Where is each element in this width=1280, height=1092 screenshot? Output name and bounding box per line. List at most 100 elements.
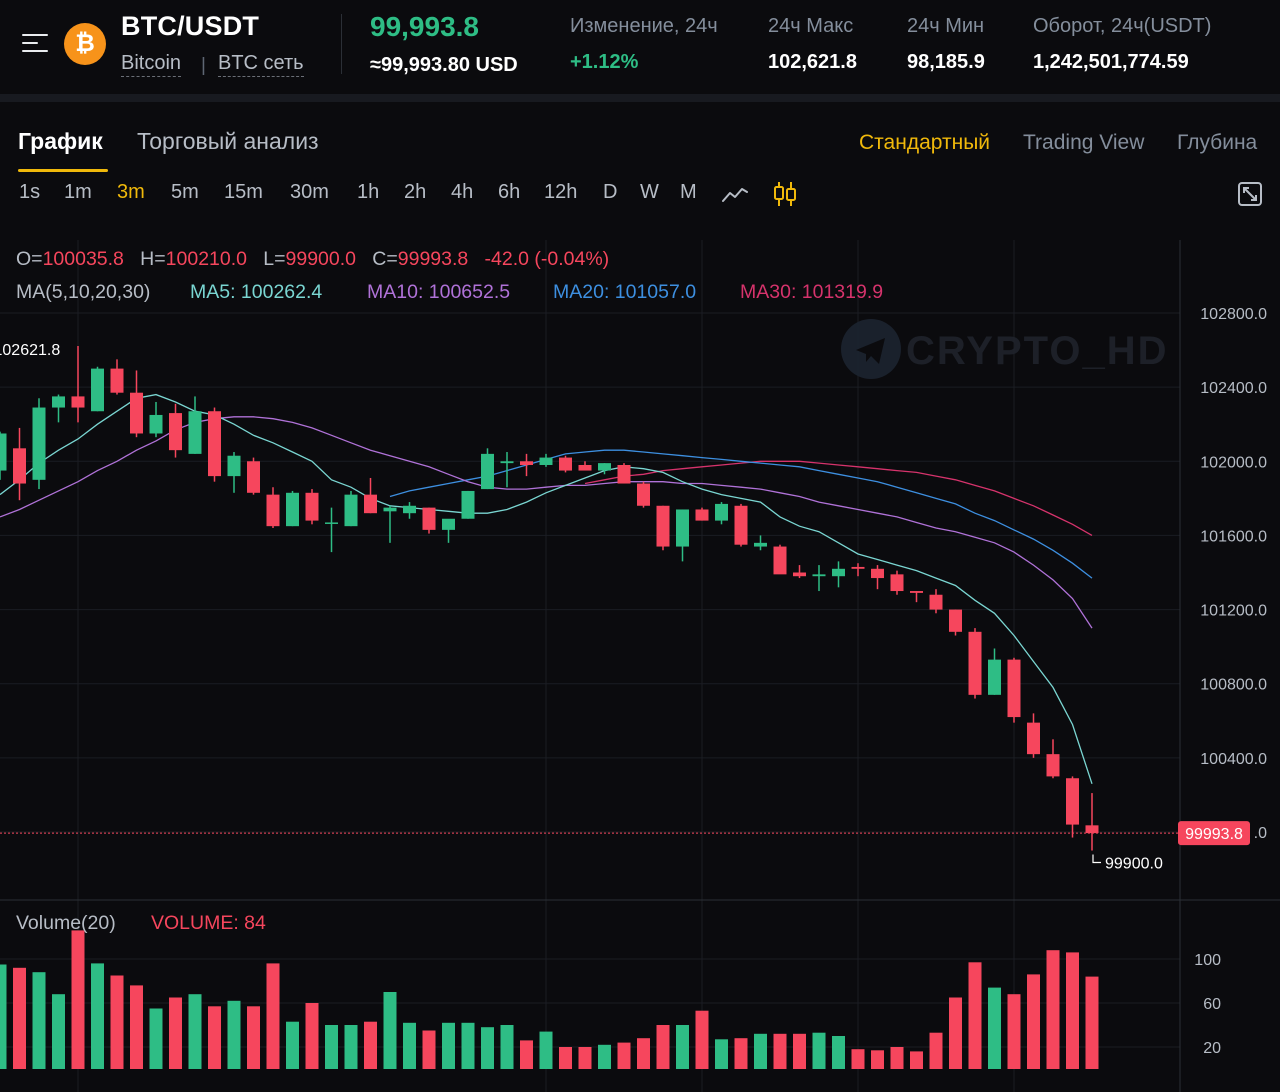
volume-bar [715, 1039, 728, 1069]
candlestick-icon[interactable] [772, 180, 798, 208]
volume-bar [559, 1047, 572, 1069]
candle [539, 453, 553, 467]
candle [344, 490, 358, 527]
ticker-header: ₿ BTC/USDT Bitcoin | BTC сеть 99,993.8 ≈… [0, 0, 1280, 94]
interval-1s[interactable]: 1s [19, 181, 41, 203]
min-marker-arrow [1092, 854, 1101, 864]
volume-bar [598, 1044, 611, 1069]
line-chart-icon[interactable] [722, 184, 748, 204]
volume-bar [0, 964, 7, 1069]
interval-d[interactable]: D [603, 181, 618, 203]
ma5-line [0, 393, 1093, 785]
candle [13, 427, 26, 501]
candle [949, 609, 962, 636]
candle-body [0, 433, 7, 471]
candle [1085, 793, 1099, 851]
price-tick-label: 102000.0 [1200, 454, 1267, 471]
pair-title[interactable]: BTC/USDT [121, 11, 260, 41]
tab-chart[interactable]: График [18, 128, 103, 154]
candle [500, 452, 514, 488]
network-link[interactable]: BTC сеть [218, 52, 304, 77]
volume-bar [442, 1022, 455, 1069]
close-value: 99993.8 [397, 248, 469, 270]
volume-bar [461, 1022, 475, 1069]
interval-12h[interactable]: 12h [544, 181, 578, 203]
candle [871, 565, 884, 590]
candle-body [890, 574, 904, 592]
interval-6h[interactable]: 6h [498, 181, 521, 203]
candle-change: -42.0 (-0.04%) [484, 248, 610, 270]
candle [110, 359, 124, 395]
min-marker-label: 99900.0 [1105, 856, 1163, 873]
candle [715, 502, 728, 525]
menu-icon[interactable] [22, 31, 48, 55]
watermark-text: CRYPTO_HD [906, 329, 1169, 373]
candle [0, 431, 7, 480]
volume-bar [149, 1008, 163, 1069]
interval-2h[interactable]: 2h [404, 181, 427, 203]
fullscreen-icon[interactable] [1238, 182, 1262, 206]
candle-body [1085, 825, 1099, 834]
candle [676, 509, 689, 562]
price-tick-label: 101600.0 [1200, 528, 1267, 545]
candle-body [695, 509, 709, 521]
candle [559, 455, 572, 473]
candle-body [559, 457, 572, 471]
divider [341, 14, 342, 74]
interval-30m[interactable]: 30m [290, 181, 329, 203]
price-tick-label: 102800.0 [1200, 306, 1267, 323]
volume-bar [539, 1031, 553, 1069]
candle [364, 477, 377, 514]
ma-label: MA(5,10,20,30) [16, 281, 151, 303]
candle [656, 505, 670, 551]
candle-body [188, 411, 202, 454]
interval-5m[interactable]: 5m [171, 181, 199, 203]
price-tick-label: 100400.0 [1200, 751, 1267, 768]
ohlc-legend: O=100035.8 H=100210.0 L=99900.0 C=99993.… [16, 248, 609, 271]
volume-bar [481, 1027, 494, 1069]
candle-body [286, 492, 299, 527]
volume-label: Volume(20) [16, 912, 116, 934]
volume-bar [247, 1006, 260, 1069]
volume-bar [1027, 974, 1040, 1069]
volume-bar [13, 967, 26, 1069]
interval-1h[interactable]: 1h [357, 181, 380, 203]
candle [773, 544, 787, 575]
coin-name-link[interactable]: Bitcoin [121, 52, 182, 77]
candle [422, 507, 436, 534]
candle-body [656, 505, 670, 547]
interval-4h[interactable]: 4h [451, 181, 474, 203]
candle-body [734, 505, 748, 545]
interval-3m[interactable]: 3m [117, 181, 145, 203]
interval-m[interactable]: M [680, 181, 697, 203]
view-standard[interactable]: Стандартный [859, 131, 991, 154]
interval-15m[interactable]: 15m [224, 181, 263, 203]
candle-body [1007, 659, 1021, 718]
ma30-line [584, 460, 1093, 536]
interval-w[interactable]: W [640, 181, 659, 203]
volume-bar [32, 972, 46, 1069]
volume-bar [617, 1042, 631, 1069]
candle [208, 407, 221, 482]
candle [247, 457, 260, 495]
candle [578, 461, 592, 471]
price-chart[interactable]: CRYPTO_HD 102800.0 102400.0 102000.0 101600… [0, 240, 1280, 1092]
change-label: Изменение, 24ч [570, 15, 718, 37]
candle [403, 502, 416, 519]
volume-bar [1046, 950, 1060, 1069]
candle-body [266, 494, 280, 527]
candle-body [500, 461, 514, 464]
interval-1m[interactable]: 1m [64, 181, 92, 203]
usd-price: ≈99,993.80 USD [370, 54, 518, 76]
volume-bar [890, 1047, 904, 1069]
candle-body [247, 461, 260, 493]
volume-bar [968, 962, 982, 1069]
view-depth[interactable]: Глубина [1177, 131, 1258, 154]
volume-bar [1007, 994, 1021, 1069]
volume-bar [403, 1022, 416, 1069]
tab-trading-analysis[interactable]: Торговый анализ [137, 128, 319, 154]
candle [1027, 713, 1040, 758]
ma-legend: MA(5,10,20,30) [16, 281, 150, 304]
price-axis: 102800.0 102400.0 102000.0 101600.0 101200.0… [1194, 306, 1267, 1057]
view-trading-view[interactable]: Trading View [1023, 131, 1145, 154]
